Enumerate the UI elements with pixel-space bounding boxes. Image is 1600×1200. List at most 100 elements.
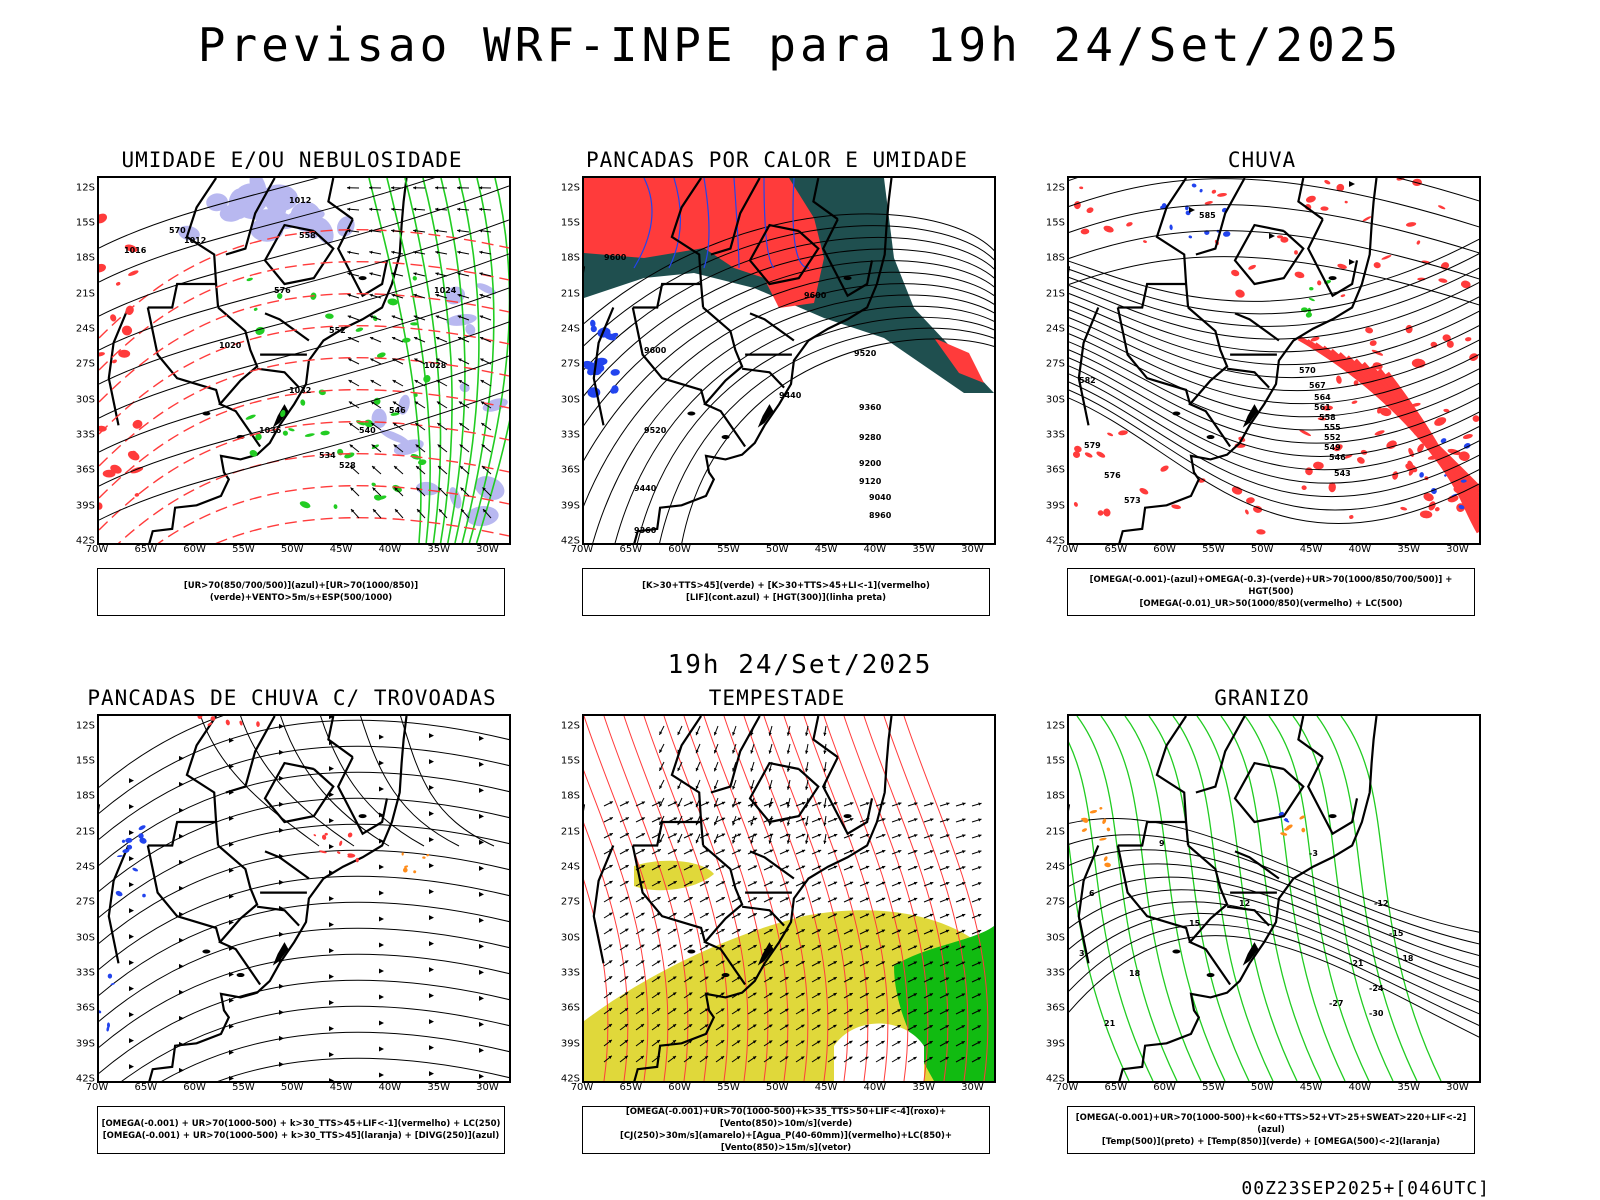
wind-vector [369,250,382,255]
red-detail [125,305,134,315]
rain-red [1434,417,1447,426]
humidity-area-blue [416,481,440,496]
state-border [225,178,276,256]
panel-title: PANCADAS POR CALOR E UMIDADE [585,148,968,172]
lat-tick-label: 15S [560,755,580,767]
wind-vector [715,896,726,903]
wind-vector [811,960,822,967]
wind-vector [955,929,966,935]
lat-tick-label: 12S [75,720,95,732]
thunder-red [321,834,327,840]
rain-red [1171,504,1181,510]
streamline [99,823,509,919]
wind-vector [747,1024,757,1031]
wind-vector [779,1040,789,1047]
lat-tick-label: 36S [1045,1002,1065,1014]
wind-vector [859,849,870,855]
lake [358,814,367,819]
state-border [1306,756,1359,836]
lon-tick-label: 30W [476,1082,499,1093]
divg-blue [115,890,123,897]
rain-red [1305,195,1316,203]
wind-vector [479,336,492,343]
rain-red [1231,269,1240,277]
wind-vector [811,881,822,887]
omega-orange [1089,809,1098,814]
wind-vector [635,817,646,823]
wind-vector [923,1024,934,1031]
rain-red [1443,408,1450,413]
wind-vector [891,834,902,839]
water-contour-red [763,716,849,1081]
wind-vector [786,833,791,844]
wind-vector [875,976,886,983]
wind-vector [907,1024,918,1031]
rain-red [1328,482,1336,493]
wind-vector [435,229,448,233]
hgt300-contour [584,213,994,325]
streamline [280,716,390,847]
wind-vector [747,992,757,999]
state-border [327,178,354,221]
wind-vector [955,1024,966,1031]
state-border [1226,367,1270,389]
wind-vector [713,797,719,808]
streamline-arrow [329,922,334,928]
humidity-spot-green [255,433,262,441]
contour-label: 555 [1324,423,1341,432]
lat-tick-label: 33S [560,967,580,979]
rain-red [1365,327,1374,334]
wind-vector [349,465,360,475]
wind-vector [923,1008,934,1015]
wind-vector [479,293,492,299]
rain-red [1313,461,1324,470]
wind-vector [413,336,426,343]
map-canvas [99,716,509,1081]
rain-red [1080,228,1090,235]
wind-vector [955,993,966,999]
humidity-spot-green [410,322,419,326]
lon-tick-label: 35W [427,1082,450,1093]
state-border [702,844,747,986]
wind-vector [747,865,758,871]
contour-label: 21 [1104,1019,1116,1028]
wind-vector [859,833,870,839]
lon-tick-label: 45W [329,544,353,555]
state-border [217,306,262,448]
streamline-arrow [379,968,384,974]
wind-vector [859,945,870,951]
divg-blue [138,833,144,839]
wind-vector [843,817,854,823]
wind-vector [635,1023,645,1031]
omega-orange [1081,828,1088,832]
red-detail [99,352,105,357]
wind-vector [875,992,886,999]
wind-vector [658,761,665,772]
lif-contour-blue [763,178,775,269]
divg-blue [142,893,146,898]
wind-vector [779,1056,789,1063]
coastline [148,178,408,543]
contour-label: 9520 [854,349,877,358]
rain-red [1337,263,1347,269]
wind-vector [603,880,613,887]
rain-red [1139,487,1149,495]
wind-vector [368,207,382,211]
wind-vector [891,865,902,871]
contour-label: 15 [1189,919,1201,928]
wind-vector [683,912,693,919]
rain-red [1419,510,1433,519]
wind-vector [955,850,966,855]
panel-trovoadas: PANCADAS DE CHUVA C/ TROVOADAS 12S 15S 18S… [75,686,511,1156]
panel-title: TEMPESTADE [708,686,846,710]
divg-blue [122,848,130,854]
map-chuva: 585 582 579 576 573 570 567 564 561 558 555 552 549 5… [1067,176,1481,545]
wind-vector [747,833,758,839]
wind-vector [434,207,448,211]
wind-vector [891,929,902,935]
thickness-contour-red [99,389,509,499]
state-border [217,844,262,986]
wind-vector [827,881,838,887]
wind-vector [971,993,982,999]
rain-red [1235,289,1245,298]
